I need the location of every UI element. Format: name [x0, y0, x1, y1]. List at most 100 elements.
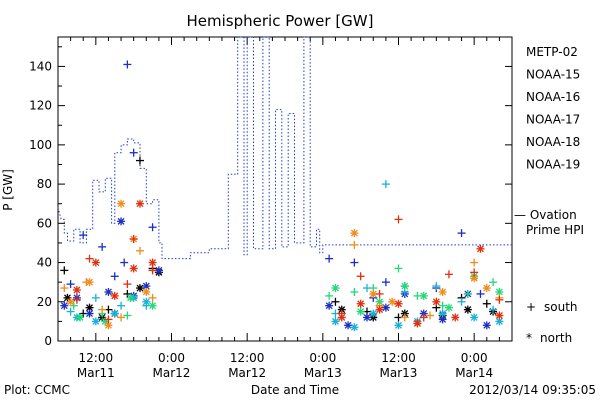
satellite-legend: METP-02 NOAA-15 NOAA-16 NOAA-17 NOAA-18 NOAA-… — [526, 45, 580, 172]
noaa-19-north-point — [135, 199, 144, 208]
noaa-19-north-point — [495, 311, 504, 320]
x-axis-label: Date and Time — [251, 383, 339, 397]
noaa-15-north-point — [482, 321, 491, 330]
noaa-15-south-point — [381, 278, 390, 287]
noaa-17-north-point — [400, 282, 409, 291]
noaa-19-north-point — [356, 299, 365, 308]
x-tick-time-label: 12:00 — [381, 351, 416, 365]
noaa-19-north-point — [476, 244, 485, 253]
metp-02-north-point — [463, 305, 472, 314]
noaa-16-south-point — [457, 297, 466, 306]
noaa-16-north-point — [350, 323, 359, 332]
legend-metp-02: METP-02 — [526, 45, 578, 59]
x-tick-time-label: 0:00 — [158, 351, 185, 365]
noaa-18-north-point — [482, 284, 491, 293]
noaa-16-north-point — [394, 321, 403, 330]
noaa-15-south-point — [457, 229, 466, 238]
noaa-17-north-point — [148, 301, 157, 310]
metp-02-south-point — [482, 299, 491, 308]
noaa-19-north-point — [375, 305, 384, 314]
data-points — [60, 60, 504, 332]
noaa-16-north-point — [369, 309, 378, 318]
noaa-15-north-point — [381, 303, 390, 312]
x-tick-date-label: Mar13 — [304, 366, 342, 380]
noaa-17-south-point — [489, 278, 498, 287]
legend-noaa-16: NOAA-16 — [526, 90, 580, 104]
north-marker-symbol: * — [526, 331, 532, 345]
noaa-18-south-point — [470, 258, 479, 267]
legend-noaa-19: NOAA-19 — [526, 158, 580, 172]
noaa-15-south-point — [350, 258, 359, 267]
noaa-19-south-point — [72, 295, 81, 304]
ovation-legend: — Ovation Prime HPI — [514, 208, 584, 237]
noaa-17-south-point — [325, 291, 334, 300]
noaa-17-north-point — [126, 293, 135, 302]
noaa-18-south-point — [350, 240, 359, 249]
noaa-15-north-point — [344, 321, 353, 330]
x-tick-time-label: 0:00 — [309, 351, 336, 365]
noaa-19-south-point — [104, 315, 113, 324]
noaa-19-south-point — [394, 215, 403, 224]
noaa-19-north-point — [394, 299, 403, 308]
noaa-15-south-point — [120, 258, 129, 267]
noaa-18-north-point — [350, 229, 359, 238]
noaa-19-south-point — [419, 313, 428, 322]
noaa-15-south-point — [98, 242, 107, 251]
noaa-15-south-point — [110, 272, 119, 281]
noaa-16-south-point — [432, 282, 441, 291]
noaa-19-north-point — [432, 297, 441, 306]
noaa-19-north-point — [91, 258, 100, 267]
noaa-15-north-point — [325, 301, 334, 310]
footer-left: Plot: CCMC — [4, 383, 70, 397]
noaa-19-south-point — [470, 268, 479, 277]
south-marker-label: south — [544, 300, 578, 314]
noaa-18-south-point — [60, 284, 69, 293]
noaa-17-north-point — [356, 307, 365, 316]
noaa-15-south-point — [79, 231, 88, 240]
noaa-18-north-point — [142, 287, 151, 296]
noaa-17-north-point — [444, 303, 453, 312]
y-tick-label: 120 — [29, 99, 52, 113]
noaa-15-south-point — [148, 223, 157, 232]
noaa-19-north-point — [110, 291, 119, 300]
noaa-15-south-point — [129, 148, 138, 157]
noaa-18-north-point — [388, 297, 397, 306]
plot-frame — [57, 36, 513, 342]
noaa-16-south-point — [381, 180, 390, 189]
noaa-16-north-point — [331, 317, 340, 326]
noaa-18-north-point — [85, 278, 94, 287]
legend-noaa-15: NOAA-15 — [526, 68, 580, 82]
legend-noaa-18: NOAA-18 — [526, 135, 580, 149]
y-tick-label: 80 — [37, 177, 52, 191]
ovation-legend-line2: Prime HPI — [526, 223, 584, 237]
noaa-16-south-point — [66, 307, 75, 316]
noaa-17-south-point — [123, 311, 132, 320]
x-tick-time-label: 0:00 — [461, 351, 488, 365]
noaa-16-north-point — [495, 317, 504, 326]
ovation-legend-line1: — Ovation — [514, 208, 577, 222]
y-tick-label: 20 — [37, 295, 52, 309]
y-tick-label: 40 — [37, 256, 52, 270]
noaa-17-north-point — [419, 291, 428, 300]
noaa-19-north-point — [451, 313, 460, 322]
x-tick-date-label: Mar12 — [153, 366, 191, 380]
noaa-18-north-point — [117, 199, 126, 208]
noaa-18-south-point — [426, 311, 435, 320]
noaa-15-north-point — [104, 287, 113, 296]
noaa-16-south-point — [117, 301, 126, 310]
noaa-15-south-point — [123, 60, 132, 69]
noaa-17-south-point — [438, 301, 447, 310]
noaa-17-north-point — [331, 284, 340, 293]
noaa-16-south-point — [91, 293, 100, 302]
noaa-19-south-point — [85, 254, 94, 263]
noaa-16-south-point — [489, 305, 498, 314]
noaa-17-south-point — [394, 264, 403, 273]
noaa-15-south-point — [325, 254, 334, 263]
chart-title: Hemispheric Power [GW] — [187, 12, 374, 30]
y-axis-label: P [GW] — [1, 169, 15, 211]
noaa-17-south-point — [350, 287, 359, 296]
marker-legend: + south * north — [526, 300, 578, 345]
noaa-19-south-point — [495, 295, 504, 304]
noaa-16-north-point — [110, 309, 119, 318]
